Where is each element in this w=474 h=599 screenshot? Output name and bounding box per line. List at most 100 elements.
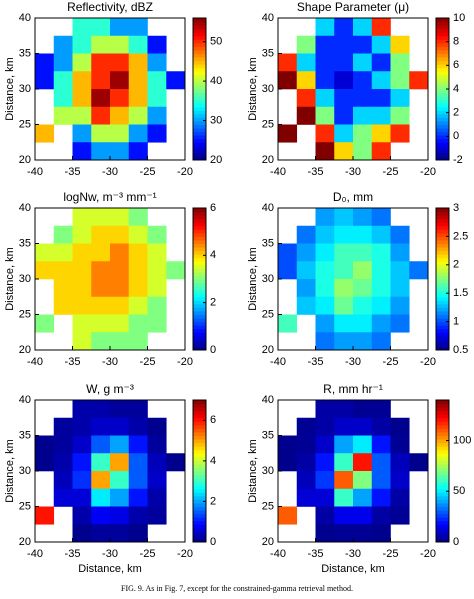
heat-cell — [353, 296, 373, 315]
colorbar-step — [193, 310, 206, 315]
colorbar-step — [193, 247, 206, 252]
colorbar-step — [193, 307, 206, 312]
colorbar-step — [193, 229, 206, 234]
heat-cell — [334, 435, 354, 454]
colorbar-step — [436, 236, 449, 241]
heat-cell — [315, 506, 335, 525]
colorbar-step — [193, 527, 206, 532]
heat-cell — [147, 53, 167, 72]
heat-cell — [353, 506, 373, 525]
heat-cell — [390, 124, 410, 143]
heat-cell — [371, 261, 391, 280]
heat-cell — [91, 89, 111, 108]
heat-cell — [315, 488, 335, 507]
colorbar-step — [193, 407, 206, 412]
colorbar-step — [193, 538, 206, 543]
heat-cell — [91, 225, 111, 244]
colorbar-step — [436, 89, 449, 94]
colorbar-step — [436, 310, 449, 315]
heat-cell — [91, 53, 111, 72]
heat-cell — [72, 279, 92, 298]
colorbar-step — [193, 78, 206, 83]
heat-cell — [53, 453, 73, 472]
heat-cell — [147, 279, 167, 298]
colorbar-tick-label: 1.5 — [453, 287, 468, 299]
colorbar-step — [436, 289, 449, 294]
colorbar-step — [436, 335, 449, 340]
colorbar-step — [193, 275, 206, 280]
heat-cell — [91, 400, 111, 419]
colorbar-step — [436, 103, 449, 108]
colorbar-step — [436, 225, 449, 230]
panel-title: W, g m⁻³ — [86, 382, 134, 396]
x-tick-label: -25 — [383, 548, 399, 560]
heat-cell — [353, 225, 373, 244]
colorbar-step — [193, 145, 206, 150]
heat-cell — [296, 296, 316, 315]
heat-cell — [371, 506, 391, 525]
heat-cell — [91, 208, 111, 227]
colorbar-step — [193, 208, 206, 213]
colorbar-step — [436, 534, 449, 539]
heat-cell — [128, 332, 148, 351]
panel-title: R, mm hr⁻¹ — [323, 382, 383, 396]
heat-cell — [334, 279, 354, 298]
heat-cell — [353, 524, 373, 543]
y-axis-label: Distance, km — [247, 57, 259, 121]
heat-cell — [91, 18, 111, 37]
colorbar-step — [193, 25, 206, 30]
colorbar-step — [193, 303, 206, 308]
colorbar-step — [193, 32, 206, 37]
colorbar-step — [436, 339, 449, 344]
y-tick-label: 25 — [19, 308, 31, 320]
heat-cell — [390, 261, 410, 280]
heat-cell — [353, 35, 373, 54]
y-tick-label: 35 — [19, 237, 31, 249]
heat-cell — [278, 435, 298, 454]
colorbar-step — [193, 113, 206, 118]
colorbar-step — [436, 18, 449, 23]
heat-cell — [128, 142, 148, 161]
heat-cell — [390, 106, 410, 125]
colorbar-step — [436, 243, 449, 248]
colorbar-step — [436, 307, 449, 312]
heat-cell — [353, 279, 373, 298]
heat-cell — [390, 471, 410, 490]
heat-cell — [53, 71, 73, 90]
heat-cell — [334, 488, 354, 507]
y-tick-label: 20 — [262, 154, 274, 166]
heat-cell — [53, 471, 73, 490]
colorbar-step — [436, 499, 449, 504]
colorbar-step — [193, 488, 206, 493]
colorbar-step — [436, 74, 449, 79]
heat-cell — [53, 488, 73, 507]
heat-cell — [35, 314, 55, 333]
colorbar-frame — [435, 207, 450, 351]
heat-cell — [315, 471, 335, 490]
colorbar-step — [193, 243, 206, 248]
y-tick-label: 30 — [262, 465, 274, 477]
y-axis-label: Distance, km — [4, 57, 16, 121]
heat-cell — [72, 124, 92, 143]
colorbar-step — [436, 32, 449, 37]
colorbar-step — [436, 442, 449, 447]
heat-cell — [353, 53, 373, 72]
colorbar-step — [193, 239, 206, 244]
heat-cell — [334, 471, 354, 490]
colorbar-step — [193, 49, 206, 54]
colorbar-step — [193, 332, 206, 337]
colorbar-step — [193, 531, 206, 536]
heat-cell — [371, 106, 391, 125]
colorbar-step — [193, 149, 206, 154]
heat-cell — [35, 435, 55, 454]
x-tick-label: -20 — [177, 548, 193, 560]
heat-cell — [91, 142, 111, 161]
heat-cell — [91, 106, 111, 125]
colorbar-step — [193, 293, 206, 298]
colorbar-step — [436, 156, 449, 161]
colorbar-step — [193, 261, 206, 266]
heat-cell — [353, 208, 373, 227]
x-tick-label: -20 — [420, 166, 436, 178]
heat-cell — [296, 261, 316, 280]
colorbar-step — [193, 117, 206, 122]
